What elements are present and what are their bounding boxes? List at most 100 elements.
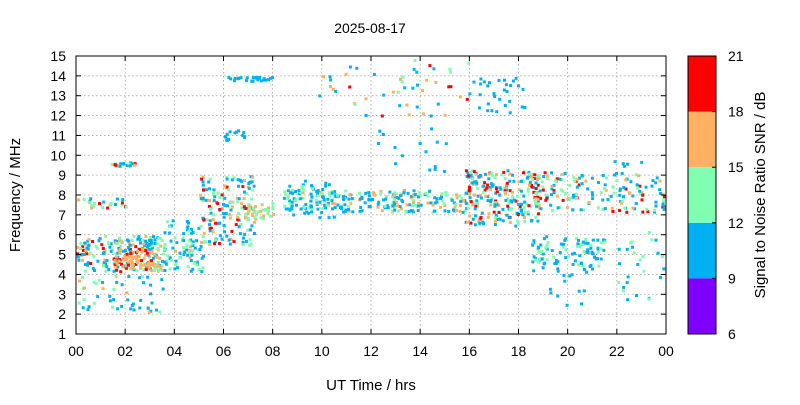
snr-point xyxy=(244,213,248,217)
snr-point xyxy=(486,215,490,219)
snr-point xyxy=(318,94,322,98)
snr-point xyxy=(94,282,98,286)
snr-point xyxy=(534,187,538,190)
snr-point xyxy=(168,256,172,260)
snr-point xyxy=(413,193,417,196)
snr-point xyxy=(524,210,527,214)
snr-point xyxy=(472,80,476,84)
snr-point xyxy=(350,197,354,201)
snr-point xyxy=(120,203,124,207)
snr-point xyxy=(170,224,173,228)
snr-point xyxy=(662,207,666,211)
snr-point xyxy=(532,269,536,273)
snr-point xyxy=(157,268,161,272)
snr-point xyxy=(86,239,90,243)
snr-point xyxy=(347,208,350,211)
snr-point xyxy=(470,169,474,173)
snr-point xyxy=(333,206,337,209)
snr-point xyxy=(509,199,513,203)
snr-point xyxy=(160,264,164,268)
snr-point xyxy=(139,263,143,267)
snr-point xyxy=(378,129,382,133)
snr-point xyxy=(413,203,417,207)
snr-point xyxy=(486,109,490,113)
snr-point xyxy=(582,250,586,253)
snr-point xyxy=(138,259,142,263)
snr-point xyxy=(116,307,120,311)
snr-point xyxy=(136,249,140,253)
snr-point xyxy=(572,195,576,199)
snr-point xyxy=(457,194,461,198)
snr-point xyxy=(532,177,536,181)
snr-point xyxy=(190,227,193,231)
snr-point xyxy=(486,102,490,106)
snr-point xyxy=(289,191,292,195)
snr-point xyxy=(486,183,490,187)
snr-point xyxy=(358,209,362,213)
snr-point xyxy=(358,197,362,201)
snr-point xyxy=(453,209,457,213)
snr-point xyxy=(320,211,324,214)
snr-point xyxy=(637,174,641,178)
snr-point xyxy=(542,175,546,178)
snr-point xyxy=(92,280,96,284)
snr-point xyxy=(247,207,251,211)
snr-point xyxy=(308,206,311,210)
snr-point xyxy=(588,265,592,268)
snr-point xyxy=(390,210,394,214)
snr-point xyxy=(539,207,543,211)
snr-point xyxy=(155,255,159,259)
snr-point xyxy=(121,265,125,269)
y-tick-label: 1 xyxy=(58,326,66,342)
snr-point xyxy=(526,212,530,216)
snr-point xyxy=(626,162,630,166)
snr-point xyxy=(182,246,186,249)
snr-point xyxy=(247,203,251,206)
snr-point xyxy=(89,262,93,265)
snr-point xyxy=(201,175,205,179)
colorbar-tick-label: 9 xyxy=(728,270,736,286)
snr-point xyxy=(620,201,623,205)
snr-point xyxy=(570,252,574,256)
snr-point xyxy=(525,202,529,206)
snr-point xyxy=(246,228,250,232)
snr-point xyxy=(357,191,361,195)
snr-point xyxy=(259,79,263,83)
snr-point xyxy=(523,216,526,219)
snr-point xyxy=(517,188,521,192)
snr-point xyxy=(243,135,247,139)
snr-point xyxy=(620,199,624,203)
snr-point xyxy=(127,275,131,279)
snr-point xyxy=(479,77,483,81)
snr-point xyxy=(445,193,449,197)
snr-point xyxy=(487,177,491,181)
snr-point xyxy=(399,207,403,211)
snr-point xyxy=(534,258,538,262)
x-axis-title: UT Time / hrs xyxy=(326,377,416,394)
snr-point xyxy=(120,262,124,266)
snr-point xyxy=(463,209,467,213)
snr-point xyxy=(398,194,402,198)
snr-point xyxy=(327,183,331,187)
snr-point xyxy=(511,79,515,83)
snr-point xyxy=(288,184,292,188)
snr-point xyxy=(222,215,226,219)
snr-point xyxy=(82,298,86,302)
snr-point xyxy=(383,204,387,208)
snr-point xyxy=(243,232,247,236)
snr-point xyxy=(611,185,615,189)
snr-point xyxy=(144,234,148,238)
snr-point xyxy=(216,191,220,195)
snr-point xyxy=(303,205,307,209)
snr-point xyxy=(552,189,556,193)
snr-point xyxy=(574,196,578,200)
snr-point xyxy=(472,193,476,197)
snr-point xyxy=(425,78,429,82)
snr-point xyxy=(581,240,585,244)
snr-point xyxy=(301,191,305,195)
snr-point xyxy=(201,180,205,184)
snr-point xyxy=(516,213,520,216)
x-tick-label: 06 xyxy=(216,343,232,359)
snr-point xyxy=(530,218,534,222)
snr-point xyxy=(86,308,90,311)
